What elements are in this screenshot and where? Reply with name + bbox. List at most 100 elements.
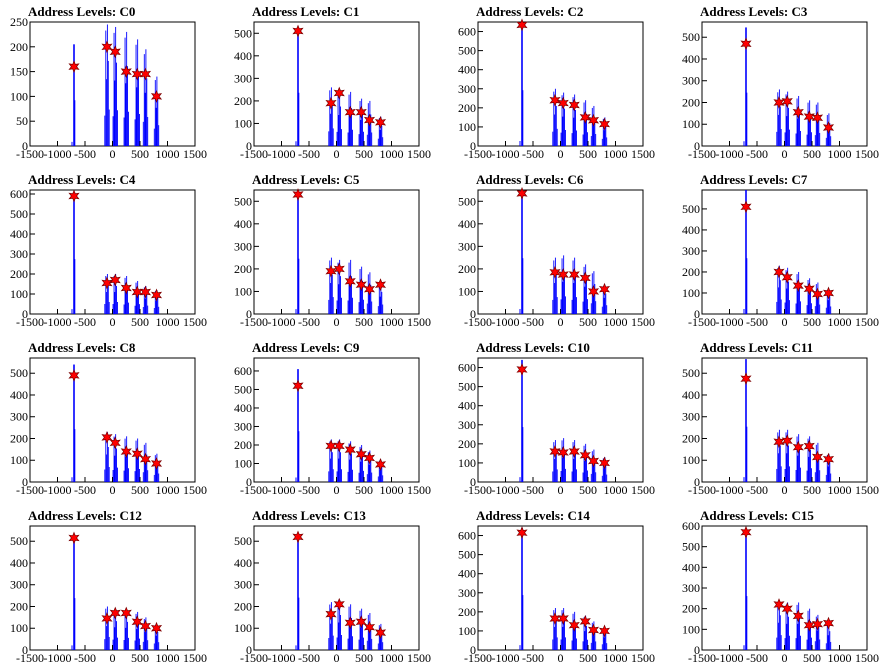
chart-svg-c6: 0 100 200 300 400 500 -1500 -1000 -500 0 500 1000 15…	[458, 186, 655, 329]
x-tick-label: 500	[803, 483, 821, 497]
peak-marker	[120, 445, 132, 458]
peak-marker	[355, 278, 367, 292]
x-tick-label: 0	[782, 651, 788, 665]
y-tick-label: 300	[458, 239, 476, 253]
peak-marker	[344, 443, 356, 457]
peak-marker	[587, 623, 600, 637]
peak-marker	[811, 617, 824, 631]
y-tick-label: 150	[10, 65, 28, 79]
histogram-peak	[582, 443, 588, 482]
x-tick-label: -1500	[688, 483, 716, 497]
chart-panel-c5: 0 100 200 300 400 500 -1500 -1000 -500 0 500 1000 15…	[224, 168, 448, 336]
x-tick-label: 1500	[183, 483, 207, 497]
peak-marker	[355, 615, 367, 629]
chart-svg-c5: 0 100 200 300 400 500 -1500 -1000 -500 0 500 1000 15…	[234, 188, 431, 329]
x-tick-label: -1500	[464, 315, 492, 329]
peak-marker	[363, 113, 376, 127]
peak-marker	[803, 282, 815, 296]
histogram-peak	[134, 39, 140, 146]
peak-marker	[68, 189, 80, 203]
y-tick-label: 100	[10, 453, 28, 467]
peak-marker	[557, 268, 569, 281]
chart-title: Address Levels: C3	[700, 4, 808, 19]
x-tick-label: 1500	[855, 483, 879, 497]
x-tick-label: -1500	[464, 147, 492, 161]
chart-panel-c10: 0 100 200 300 400 500 600 -1500 -1000 -500 0 500 100…	[448, 336, 672, 504]
y-tick-label: 500	[458, 194, 476, 208]
peak-marker	[292, 24, 304, 38]
y-tick-label: 500	[234, 26, 252, 40]
y-tick-label: 0	[22, 643, 28, 657]
y-tick-label: 300	[234, 239, 252, 253]
peak-marker	[557, 612, 569, 625]
x-tick-label: -500	[298, 147, 320, 161]
peak-marker	[68, 368, 80, 382]
peak-marker	[109, 273, 121, 287]
y-tick-label: 300	[682, 74, 700, 88]
y-tick-label: 500	[10, 207, 28, 221]
y-tick-label: 300	[10, 410, 28, 424]
peak-marker	[101, 40, 113, 54]
histogram-peak	[377, 282, 384, 314]
x-tick-label: -1000	[44, 315, 72, 329]
y-tick-label: 500	[682, 540, 700, 554]
y-tick-label: 500	[10, 366, 28, 380]
y-tick-label: 500	[458, 548, 476, 562]
x-tick-label: 0	[110, 315, 116, 329]
x-tick-label: -1000	[492, 315, 520, 329]
y-tick-label: 0	[246, 475, 252, 489]
chart-panel-c15: 0 100 200 300 400 500 600 -1500 -1000 -500 0 500 100…	[672, 504, 896, 672]
peak-marker	[598, 456, 611, 470]
chart-svg-c15: 0 100 200 300 400 500 600 -1500 -1000 -500 0 500 100…	[682, 519, 879, 665]
x-tick-label: 0	[558, 483, 564, 497]
y-tick-label: 300	[234, 71, 252, 85]
peak-marker	[792, 279, 804, 293]
x-tick-label: 1000	[156, 483, 180, 497]
peak-marker	[333, 439, 345, 453]
peak-marker	[325, 607, 337, 621]
histogram-peak	[328, 87, 334, 146]
chart-svg-c4: 0 100 200 300 400 500 600 -1500 -1000 -500 0 500 100…	[10, 187, 207, 329]
chart-title: Address Levels: C15	[700, 508, 814, 523]
x-tick-label: 0	[782, 147, 788, 161]
plot-frame	[701, 357, 868, 483]
x-tick-label: 1500	[855, 651, 879, 665]
x-tick-label: 1000	[380, 651, 404, 665]
x-tick-label: 1000	[156, 315, 180, 329]
y-tick-label: 100	[458, 284, 476, 298]
chart-svg-c3: 0 100 200 300 400 500 -1500 -1000 -500 0 500 1000 15…	[682, 21, 879, 161]
y-tick-label: 100	[458, 456, 476, 470]
x-tick-label: -1500	[240, 651, 268, 665]
y-tick-label: 200	[234, 599, 252, 613]
chart-svg-c0: 0 50 100 150 200 250 -1500 -1000 -500 0 500 1000 150…	[10, 15, 207, 161]
y-tick-label: 100	[234, 621, 252, 635]
peak-marker	[822, 616, 835, 630]
peak-marker	[374, 278, 387, 292]
chart-svg-c13: 0 100 200 300 400 500 -1500 -1000 -500 0 500 1000 15…	[234, 525, 431, 665]
x-tick-label: 1000	[380, 315, 404, 329]
y-tick-label: 600	[458, 361, 476, 375]
x-tick-label: 1500	[183, 651, 207, 665]
chart-panel-c2: 0 100 200 300 400 500 600 -1500 -1000 -500 0 500 100…	[448, 0, 672, 168]
x-tick-label: 0	[110, 483, 116, 497]
y-tick-label: 500	[234, 534, 252, 548]
x-tick-label: 1000	[828, 147, 852, 161]
y-tick-label: 600	[458, 25, 476, 39]
plot-frame	[477, 525, 644, 651]
plot-frame	[253, 525, 420, 651]
chart-svg-c7: 0 100 200 300 400 500 -1500 -1000 -500 0 500 1000 15…	[682, 189, 879, 329]
y-tick-label: 500	[682, 366, 700, 380]
x-tick-label: 0	[110, 651, 116, 665]
histogram-peak	[571, 257, 577, 314]
peak-marker	[568, 618, 580, 632]
peak-marker	[516, 186, 528, 200]
peak-marker	[781, 94, 793, 108]
x-tick-label: 1000	[604, 483, 628, 497]
peak-marker	[101, 276, 113, 290]
peak-marker	[355, 447, 367, 461]
x-tick-label: -500	[298, 651, 320, 665]
peak-marker	[344, 616, 356, 630]
peak-marker	[120, 65, 132, 79]
peak-marker	[292, 530, 304, 544]
peak-marker	[292, 188, 304, 201]
